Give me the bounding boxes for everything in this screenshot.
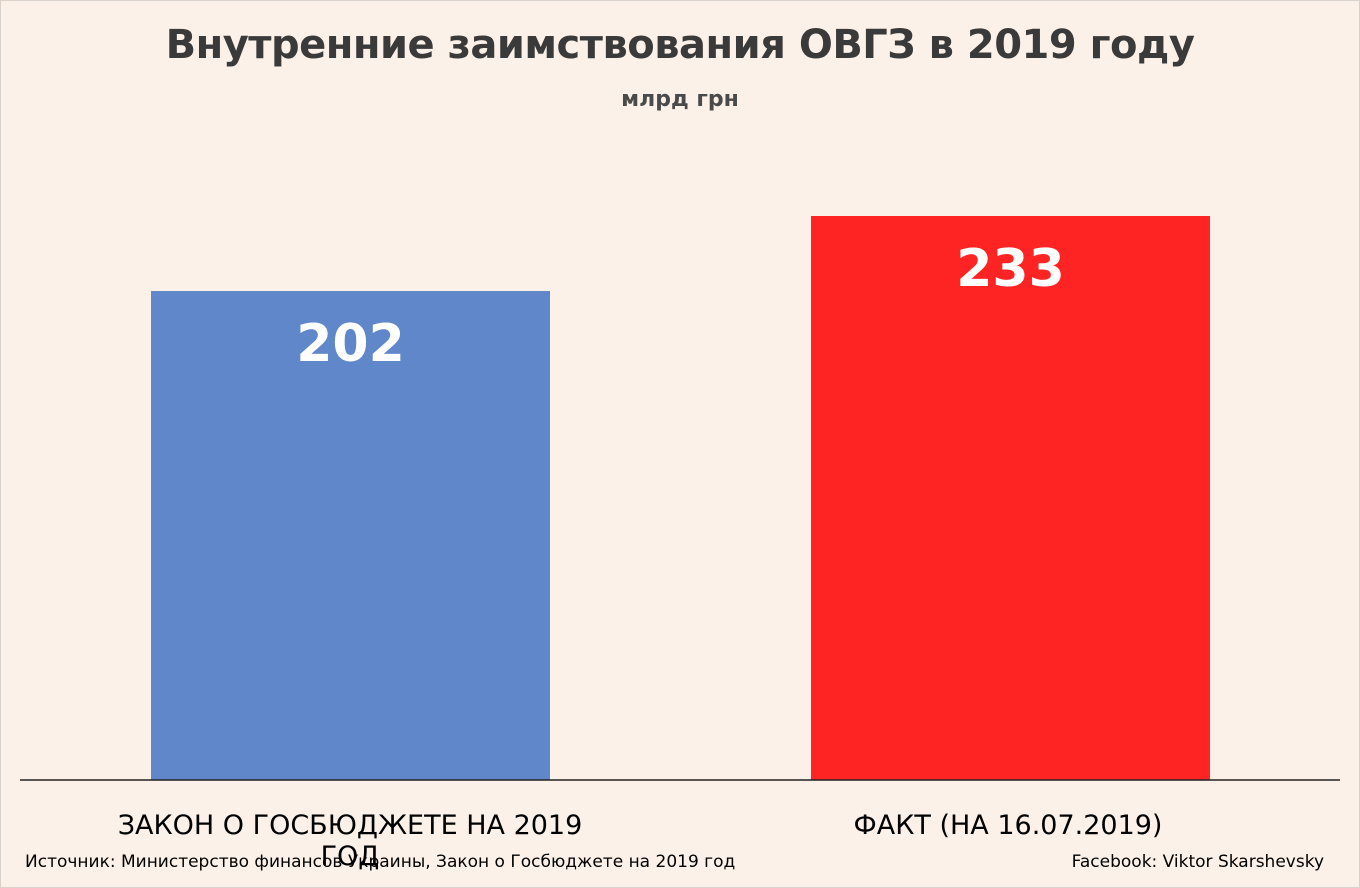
category-label-actual: ФАКТ (НА 16.07.2019)	[853, 810, 1163, 841]
source-note: Источник: Министерство финансов Украины,…	[25, 852, 736, 872]
category-label-budget-law: ЗАКОН О ГОСБЮДЖЕТЕ НА 2019 ГОД	[117, 810, 583, 872]
data-label-1: 233	[956, 239, 1065, 299]
author-credit: Facebook: Viktor Skarshevsky	[1071, 852, 1324, 872]
chart-subtitle: млрд грн	[621, 87, 739, 112]
chart-title: Внутренние заимствования ОВГЗ в 2019 год…	[165, 22, 1195, 68]
bar-0	[151, 291, 550, 780]
data-label-0: 202	[296, 314, 405, 374]
bar-1	[811, 216, 1210, 780]
